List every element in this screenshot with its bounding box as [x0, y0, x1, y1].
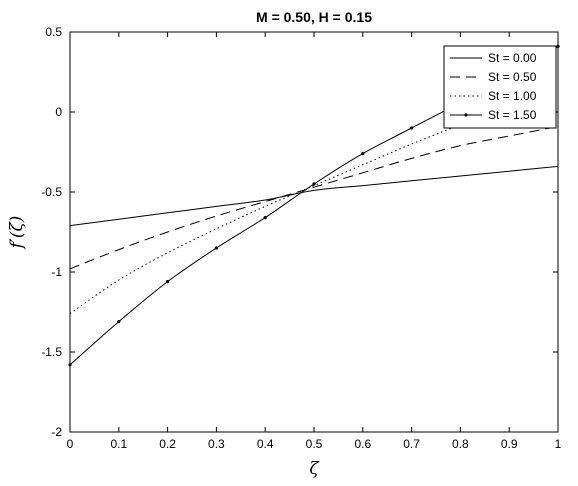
series-marker	[166, 280, 170, 284]
chart-title: M = 0.50, H = 0.15	[256, 9, 372, 25]
x-tick-label: 0.7	[403, 437, 420, 451]
series-line-0	[69, 165, 559, 227]
series-line-1	[69, 125, 559, 270]
series-marker	[214, 246, 218, 250]
x-tick-label: 0.6	[354, 437, 371, 451]
x-axis: 0 0.1 0.2 0.3 0.4 0.5 0.6 0.7 0.8 0.9 1	[67, 32, 562, 451]
x-tick-label: 0	[67, 437, 74, 451]
y-tick-label: -1	[51, 265, 62, 279]
x-tick-label: 0.5	[306, 437, 323, 451]
x-tick-label: 0.3	[208, 437, 225, 451]
y-tick-label: 0.5	[45, 25, 62, 39]
series-marker	[556, 44, 560, 49]
series-marker	[68, 363, 72, 367]
y-tick-label: -1.5	[41, 345, 62, 359]
series-marker	[263, 216, 267, 220]
y-axis: -2 -1.5 -1 -0.5 0 0.5	[41, 25, 558, 439]
legend-label-1: St = 0.50	[488, 70, 537, 84]
x-tick-label: 0.4	[257, 437, 274, 451]
legend: St = 0.00 St = 0.50 St = 1.00 St = 1.50	[443, 45, 557, 129]
legend-marker	[464, 113, 468, 117]
y-tick-label: -0.5	[41, 185, 62, 199]
x-tick-label: 0.1	[110, 437, 127, 451]
y-tick-label: -2	[51, 425, 62, 439]
x-axis-label: ζ	[309, 459, 320, 479]
x-tick-label: 0.9	[501, 437, 518, 451]
legend-label-0: St = 0.00	[488, 51, 537, 65]
series-marker	[410, 126, 414, 130]
legend-label-2: St = 1.00	[488, 89, 537, 103]
legend-box	[443, 45, 557, 129]
x-tick-label: 0.8	[452, 437, 469, 451]
x-tick-label: 1	[555, 437, 562, 451]
x-tick-label: 0.2	[159, 437, 176, 451]
series-marker	[117, 320, 121, 324]
y-axis-label: f′(ζ)	[7, 216, 27, 251]
legend-label-3: St = 1.50	[488, 108, 537, 122]
series-marker	[361, 152, 365, 156]
y-tick-label: 0	[55, 105, 62, 119]
series-marker	[312, 182, 316, 186]
